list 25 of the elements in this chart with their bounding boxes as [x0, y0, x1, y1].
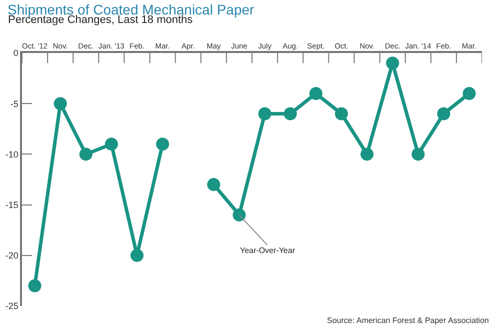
point — [79, 148, 92, 161]
y-tick-label: -25 — [5, 301, 18, 312]
annotation: Year-Over-Year — [240, 246, 296, 255]
point — [309, 86, 322, 100]
point — [360, 148, 374, 161]
point — [258, 107, 272, 120]
point — [54, 97, 67, 110]
y-tick-label: -5 — [10, 98, 18, 109]
y-tick-label: -15 — [5, 200, 18, 210]
point — [104, 138, 118, 151]
point — [232, 208, 246, 222]
point — [386, 56, 400, 70]
point — [28, 279, 42, 292]
point — [284, 107, 297, 120]
point — [207, 178, 220, 192]
y-tick-label: -20 — [5, 250, 18, 261]
point — [437, 107, 450, 120]
y-tick-label: 0 — [13, 48, 18, 58]
point — [462, 86, 476, 100]
point — [412, 148, 425, 161]
y-tick-label: -10 — [5, 149, 18, 160]
point — [130, 248, 144, 262]
source-note: Source: American Forest & Paper Association — [327, 316, 489, 325]
point — [156, 138, 170, 151]
point — [334, 107, 348, 120]
